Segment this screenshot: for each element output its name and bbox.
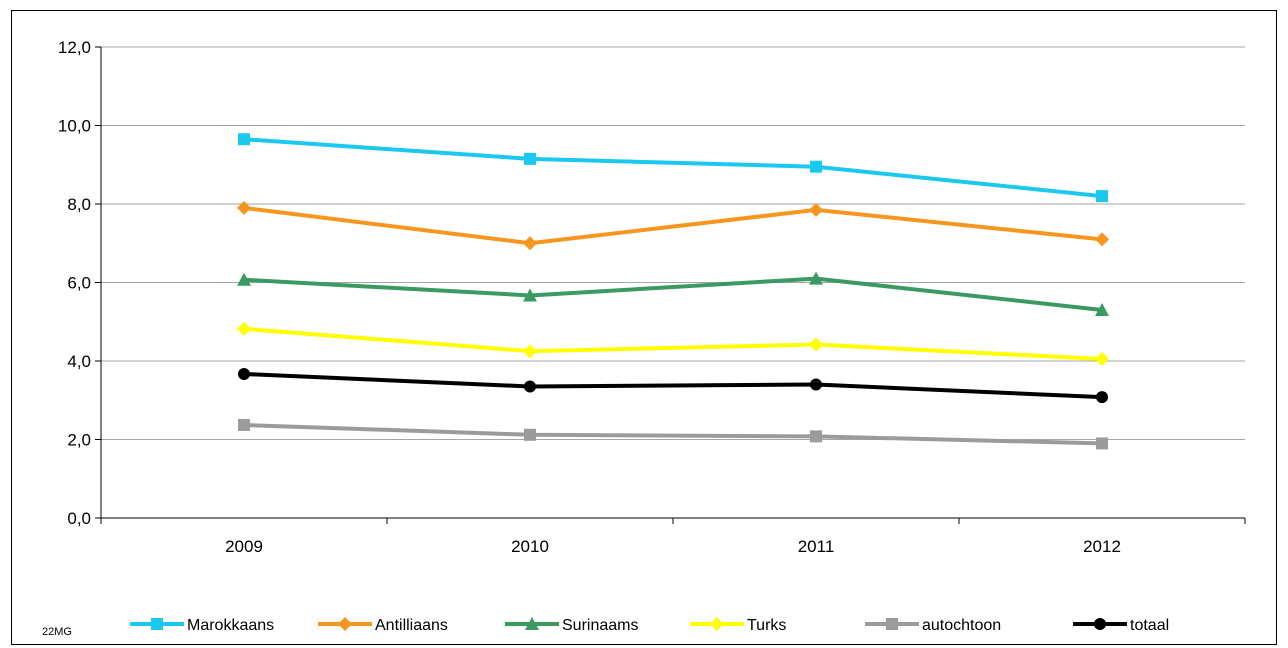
data-point-autochtoon-2012 <box>1096 437 1108 450</box>
legend-item-turks: Turks <box>690 617 786 634</box>
data-point-marokkaans-2011 <box>810 160 822 173</box>
y-tick-label: 10,0 <box>58 117 91 136</box>
legend-label: Surinaams <box>562 617 638 634</box>
data-point-turks-2009 <box>237 321 251 336</box>
legend-marker <box>1094 618 1106 630</box>
y-tick-label: 8,0 <box>67 195 91 214</box>
data-point-totaal-2011 <box>810 378 822 391</box>
legend-item-surinaams: Surinaams <box>505 617 638 634</box>
data-point-totaal-2010 <box>524 380 536 393</box>
data-point-marokkaans-2010 <box>524 152 536 165</box>
data-point-antilliaans-2010 <box>523 236 537 251</box>
data-point-marokkaans-2009 <box>238 133 250 146</box>
data-point-surinaams-2011 <box>809 271 823 285</box>
series-line-autochtoon <box>242 422 1104 446</box>
data-point-turks-2010 <box>523 344 537 359</box>
data-point-antilliaans-2009 <box>237 200 251 215</box>
legend-marker <box>151 618 163 630</box>
data-point-turks-2011 <box>809 337 823 352</box>
legend-marker <box>886 618 898 630</box>
series-line-marokkaans <box>242 137 1104 199</box>
legend-label: Turks <box>747 617 786 634</box>
x-tick-label: 2010 <box>511 537 549 556</box>
data-point-totaal-2012 <box>1096 391 1108 404</box>
series-line-totaal <box>242 371 1104 400</box>
y-tick-label: 0,0 <box>67 509 91 528</box>
chart-frame <box>11 10 1277 645</box>
y-tick-label: 12,0 <box>58 38 91 57</box>
legend-item-marokkaans: Marokkaans <box>130 617 274 634</box>
legend-marker <box>525 617 539 630</box>
data-point-marokkaans-2012 <box>1096 190 1108 203</box>
data-point-totaal-2009 <box>238 367 250 380</box>
x-tick-label: 2011 <box>798 537 835 556</box>
axes: 0,0 2,0 4,0 6,0 8,0 10,0 12,0 2009 2010 2011 2012 <box>58 38 1246 556</box>
legend-label: Antilliaans <box>375 617 448 634</box>
legend-item-autochtoon: autochtoon <box>865 617 1001 634</box>
legend-item-antilliaans: Antilliaans <box>318 617 448 634</box>
gridlines <box>101 46 1245 440</box>
legend: Marokkaans Antilliaans Surinaams Turks autoc… <box>130 617 1169 634</box>
legend-item-totaal: totaal <box>1073 617 1169 634</box>
data-point-surinaams-2010 <box>523 288 537 302</box>
data-point-autochtoon-2009 <box>238 418 250 431</box>
series-line-antilliaans <box>242 205 1104 246</box>
data-point-surinaams-2012 <box>1095 302 1109 316</box>
legend-label: Marokkaans <box>187 617 274 634</box>
x-tick-label: 2012 <box>1083 537 1121 556</box>
y-tick-label: 2,0 <box>67 431 91 450</box>
data-point-antilliaans-2012 <box>1095 232 1109 247</box>
legend-label: totaal <box>1130 617 1169 634</box>
legend-label: autochtoon <box>922 617 1001 634</box>
series-group <box>237 133 1109 450</box>
legend-marker <box>338 617 352 631</box>
x-tick-label: 2009 <box>225 537 263 556</box>
data-point-turks-2012 <box>1095 352 1109 367</box>
data-point-surinaams-2009 <box>237 272 251 286</box>
data-point-antilliaans-2011 <box>809 202 823 217</box>
series-line-surinaams <box>242 276 1104 312</box>
y-tick-label: 4,0 <box>67 352 91 371</box>
series-line-turks <box>242 326 1104 362</box>
data-point-autochtoon-2011 <box>810 430 822 443</box>
data-point-autochtoon-2010 <box>524 428 536 441</box>
legend-marker <box>710 617 724 631</box>
source-note: 22MG <box>42 626 72 638</box>
y-tick-label: 6,0 <box>67 274 91 293</box>
